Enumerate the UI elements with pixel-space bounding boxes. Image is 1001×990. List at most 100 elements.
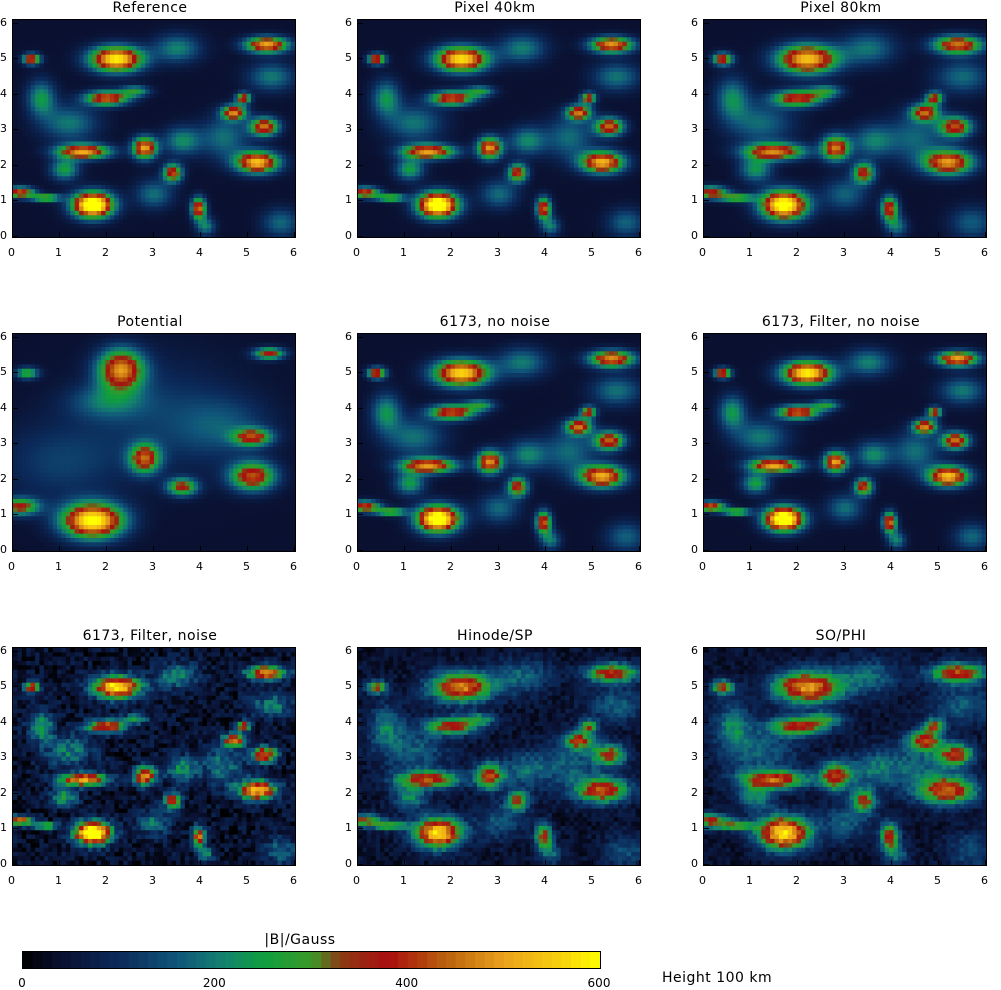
heatmap-cell xyxy=(362,42,367,47)
heatmap-cell xyxy=(92,202,97,207)
heatmap-cell xyxy=(367,72,372,77)
heatmap-cell xyxy=(211,137,216,142)
heatmap-cell xyxy=(136,46,141,51)
heatmap-cell xyxy=(110,24,115,29)
heatmap-cell xyxy=(163,94,168,99)
heatmap-cell xyxy=(110,76,115,81)
heatmap-cell xyxy=(189,133,194,138)
heatmap-cell xyxy=(269,68,274,73)
heatmap-cell xyxy=(106,59,111,64)
heatmap-cell xyxy=(277,81,282,86)
heatmap-cell xyxy=(22,220,27,225)
heatmap-cell xyxy=(180,163,185,168)
heatmap-cell xyxy=(376,42,381,47)
heatmap-cell xyxy=(622,37,627,42)
heatmap-cell xyxy=(242,94,247,99)
heatmap-cell xyxy=(362,129,367,134)
heatmap-cell xyxy=(92,72,97,77)
heatmap-cell xyxy=(556,59,561,64)
heatmap-cell xyxy=(92,89,97,94)
heatmap-cell xyxy=(477,111,482,116)
heatmap-cell xyxy=(596,76,601,81)
heatmap-cell xyxy=(600,120,605,125)
heatmap-cell xyxy=(636,124,640,129)
heatmap-cell xyxy=(53,172,58,177)
heatmap-cell xyxy=(189,120,194,125)
heatmap-cell xyxy=(189,76,194,81)
heatmap-cell xyxy=(269,189,274,194)
heatmap-cell xyxy=(570,68,575,73)
heatmap-cell xyxy=(110,37,115,42)
heatmap-cell xyxy=(97,24,102,29)
heatmap-cell xyxy=(242,211,247,216)
heatmap-cell xyxy=(455,55,460,60)
heatmap-cell xyxy=(163,111,168,116)
heatmap-cell xyxy=(220,215,225,220)
heatmap-cell xyxy=(570,76,575,81)
heatmap-cell xyxy=(22,224,27,229)
heatmap-cell xyxy=(39,176,44,181)
heatmap-cell xyxy=(490,102,495,107)
heatmap-cell xyxy=(574,20,579,25)
heatmap-cell xyxy=(627,20,632,25)
heatmap-cell xyxy=(119,207,124,212)
heatmap-cell xyxy=(406,124,411,129)
heatmap-cell xyxy=(247,163,252,168)
heatmap-cell xyxy=(587,76,592,81)
heatmap-cell xyxy=(233,124,238,129)
heatmap-cell xyxy=(22,94,27,99)
heatmap-cell xyxy=(31,20,36,25)
heatmap-cell xyxy=(44,181,49,186)
heatmap-cell xyxy=(521,85,526,90)
heatmap-cell xyxy=(473,55,478,60)
heatmap-cell xyxy=(552,129,557,134)
heatmap-cell xyxy=(415,94,420,99)
heatmap-cell xyxy=(145,233,150,237)
heatmap-cell xyxy=(424,42,429,47)
heatmap-cell xyxy=(158,137,163,142)
heatmap-cell xyxy=(556,29,561,34)
heatmap-cell xyxy=(233,163,238,168)
heatmap-cell xyxy=(459,29,464,34)
heatmap-cell xyxy=(207,72,212,77)
heatmap-cell xyxy=(158,24,163,29)
heatmap-cell xyxy=(176,146,181,151)
heatmap-cell xyxy=(136,20,141,25)
heatmap-cell xyxy=(459,98,464,103)
heatmap-cell xyxy=(216,159,221,164)
heatmap-cell xyxy=(481,94,486,99)
heatmap-cell xyxy=(39,124,44,129)
heatmap-cell xyxy=(424,124,429,129)
heatmap-cell xyxy=(251,185,256,190)
heatmap-cell xyxy=(48,137,53,142)
heatmap-cell xyxy=(269,89,274,94)
heatmap-cell xyxy=(233,207,238,212)
heatmap-cell xyxy=(384,50,389,55)
heatmap-cell xyxy=(150,42,155,47)
heatmap-cell xyxy=(145,107,150,112)
heatmap-cell xyxy=(393,107,398,112)
heatmap-cell xyxy=(119,24,124,29)
heatmap-cell xyxy=(88,150,93,155)
heatmap-cell xyxy=(473,107,478,112)
heatmap-cell xyxy=(238,194,243,199)
heatmap-cell xyxy=(225,102,230,107)
heatmap-cell xyxy=(627,85,632,90)
heatmap-cell xyxy=(136,198,141,203)
heatmap-cell xyxy=(512,59,517,64)
heatmap-cell xyxy=(31,24,36,29)
heatmap-cell xyxy=(543,133,548,138)
heatmap-cell xyxy=(79,172,84,177)
heatmap-cell xyxy=(455,94,460,99)
heatmap-cell xyxy=(61,24,66,29)
heatmap-cell xyxy=(57,20,62,25)
heatmap-cell xyxy=(128,133,133,138)
heatmap-cell xyxy=(495,55,500,60)
heatmap-cell xyxy=(154,224,159,229)
heatmap-cell xyxy=(273,211,278,216)
heatmap-cell xyxy=(110,111,115,116)
heatmap-cell xyxy=(88,68,93,73)
heatmap-cell xyxy=(101,150,106,155)
heatmap-cell xyxy=(189,185,194,190)
heatmap-cell xyxy=(185,176,190,181)
